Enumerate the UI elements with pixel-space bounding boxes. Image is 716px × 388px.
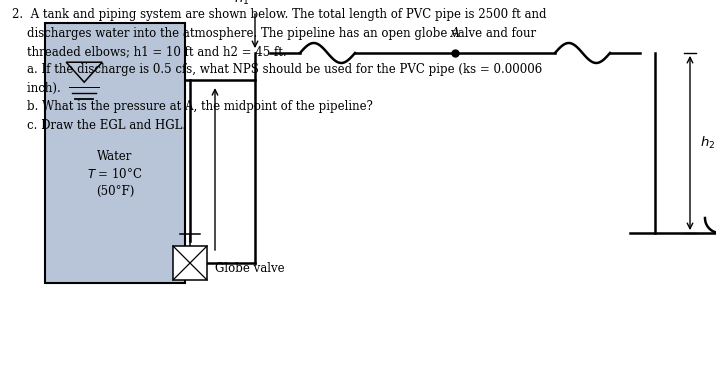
Text: c. Draw the EGL and HGL.: c. Draw the EGL and HGL. [12, 119, 186, 132]
Text: threaded elbows; h1 = 10 ft and h2 = 45 ft.: threaded elbows; h1 = 10 ft and h2 = 45 … [12, 45, 286, 58]
Text: $h_1$: $h_1$ [233, 0, 249, 7]
Text: a. If the discharge is 0.5 cfs, what NPS should be used for the PVC pipe (ks = 0: a. If the discharge is 0.5 cfs, what NPS… [12, 64, 542, 76]
Text: $h_2$: $h_2$ [700, 135, 715, 151]
Text: A: A [450, 27, 460, 40]
Text: discharges water into the atmosphere. The pipeline has an open globe valve and f: discharges water into the atmosphere. Th… [12, 26, 536, 40]
Text: b. What is the pressure at A, the midpoint of the pipeline?: b. What is the pressure at A, the midpoi… [12, 100, 373, 114]
Bar [45, 23, 185, 283]
Bar [173, 246, 207, 280]
Text: Water
$T$ = 10°C
(50°F): Water $T$ = 10°C (50°F) [87, 150, 142, 198]
Text: inch).: inch). [12, 82, 61, 95]
Text: 2.  A tank and piping system are shown below. The total length of PVC pipe is 25: 2. A tank and piping system are shown be… [12, 8, 546, 21]
Text: Globe valve: Globe valve [215, 262, 285, 274]
